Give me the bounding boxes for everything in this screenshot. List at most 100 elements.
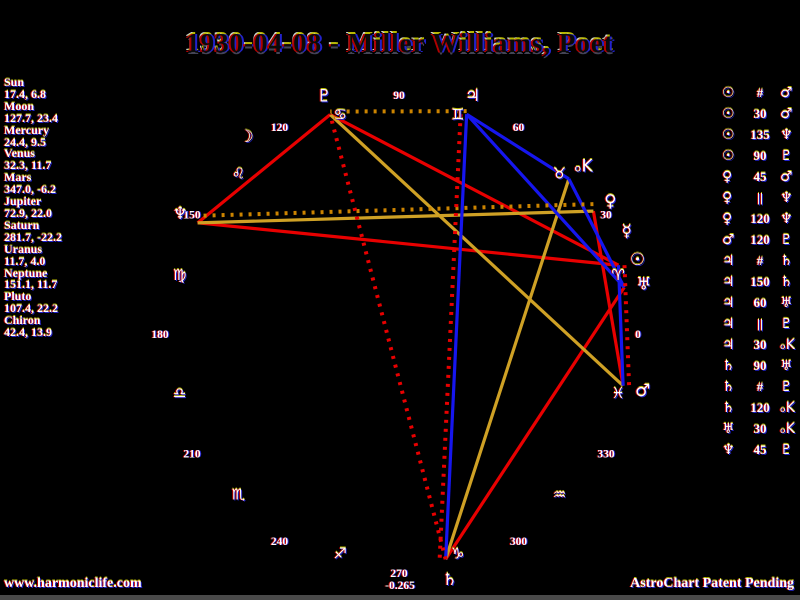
uranus-icon: ♅ bbox=[780, 294, 793, 311]
aspect-line-saturn-uranus bbox=[444, 286, 626, 561]
degree-label-270: 270 bbox=[390, 568, 408, 580]
aspect-line-uranus-chiron bbox=[567, 178, 626, 289]
degree-label-120: 120 bbox=[271, 122, 289, 134]
jupiter-icon: ♃ bbox=[722, 294, 735, 311]
aspect-value: 60 bbox=[753, 294, 767, 310]
planet-coords: 24.4, 9.5 bbox=[4, 134, 46, 149]
aspect-row: ☉ 135 ♆ bbox=[722, 124, 800, 145]
planet-coords: 107.4, 22.2 bbox=[4, 301, 58, 316]
jupiter-icon: ♃ bbox=[722, 252, 735, 269]
aspect-row: ♄ # ♇ bbox=[722, 376, 800, 397]
degree-label-210: 210 bbox=[183, 449, 201, 461]
aspect-line-saturn-pluto-declination bbox=[328, 114, 448, 560]
neptune-icon: ♆ bbox=[780, 210, 793, 227]
neptune-icon: ♆ bbox=[780, 189, 793, 206]
venus-icon: ♀ bbox=[722, 210, 733, 227]
aspect-row: ♃ 30 ₒK bbox=[722, 334, 800, 355]
aspect-row: ♀ 120 ♆ bbox=[722, 208, 800, 229]
planet-name: Uranus bbox=[4, 241, 43, 256]
pluto-icon: ♇ bbox=[780, 231, 793, 248]
sign-sagittarius-icon: ♐ bbox=[334, 544, 347, 562]
saturn-icon: ♄ bbox=[780, 273, 793, 290]
sign-libra-icon: ♎ bbox=[173, 384, 186, 402]
aspect-line-sun-mars bbox=[616, 265, 625, 386]
aspect-row: ♄ 120 ₒK bbox=[722, 397, 800, 418]
aspect-line-neptune-sun bbox=[197, 221, 619, 267]
aspect-line-sun-mars-declination bbox=[622, 265, 632, 386]
sun-icon: ☉ bbox=[722, 105, 735, 122]
venus-icon: ♀ bbox=[722, 168, 733, 185]
pluto-icon: ♇ bbox=[780, 315, 793, 332]
planet-name: Mars bbox=[4, 170, 32, 185]
degree-label-240: 240 bbox=[271, 536, 289, 548]
planet-coords: 17.4, 6.8 bbox=[4, 86, 46, 101]
planet-venus-icon: ♀ bbox=[604, 191, 616, 211]
jupiter-icon: ♃ bbox=[722, 273, 735, 290]
planet-name: Saturn bbox=[4, 217, 40, 232]
planet-name: Pluto bbox=[4, 289, 32, 304]
mars-icon: ♂ bbox=[780, 105, 793, 122]
degree-label-330: 330 bbox=[597, 449, 615, 461]
saturn-icon: ♄ bbox=[722, 357, 735, 374]
aspect-row: ☉ # ♂ bbox=[722, 82, 800, 103]
planet-saturn-icon: ♄ bbox=[442, 570, 457, 590]
saturn-icon: ♄ bbox=[722, 399, 735, 416]
planet-coords: 281.7, -22.2 bbox=[4, 229, 62, 244]
saturn-icon: ♄ bbox=[722, 378, 735, 395]
planet-name: Sun bbox=[4, 75, 25, 89]
planet-coords: 347.0, -6.2 bbox=[4, 182, 56, 197]
aspect-row: ♃ # ♄ bbox=[722, 250, 800, 271]
planet-mars-icon: ♂ bbox=[635, 381, 650, 401]
aspect-row: ♃ 150 ♄ bbox=[722, 271, 800, 292]
mars-icon: ♂ bbox=[722, 231, 735, 248]
sign-scorpio-icon: ♏ bbox=[232, 486, 246, 504]
planet-coords: 11.7, 4.0 bbox=[4, 253, 46, 268]
aspect-row: ♄ 90 ♅ bbox=[722, 355, 800, 376]
planet-mercury-icon: ☿ bbox=[621, 222, 631, 242]
sign-aries-icon: ♈ bbox=[612, 266, 625, 284]
neptune-icon: ♆ bbox=[722, 441, 735, 458]
aspect-line-neptune-pluto bbox=[196, 113, 332, 225]
aspect-line-venus-neptune-declination bbox=[197, 202, 594, 218]
chiron-icon: ₒK bbox=[780, 420, 795, 437]
aspect-value: 135 bbox=[750, 126, 770, 142]
sign-cancer-icon: ♋ bbox=[334, 106, 347, 124]
aspect-row: ♃ || ♇ bbox=[722, 313, 800, 334]
pluto-icon: ♇ bbox=[780, 378, 793, 395]
planet-sun-icon: ☉ bbox=[630, 250, 645, 270]
degree-label-60: 60 bbox=[513, 122, 525, 134]
annotation-value: -0.265 bbox=[385, 580, 415, 592]
sun-icon: ☉ bbox=[722, 147, 735, 164]
aspect-row: ☉ 30 ♂ bbox=[722, 103, 800, 124]
aspect-value: 120 bbox=[750, 210, 770, 226]
watermark-patent: AstroChart Patent Pending bbox=[630, 576, 794, 591]
aspect-row: ♆ 45 ♇ bbox=[722, 439, 800, 460]
sun-icon: ☉ bbox=[722, 126, 735, 143]
planet-position-list: Sun 17.4, 6.8 Moon 127.7, 23.4 Mercury 24.4, … bbox=[4, 75, 62, 340]
planet-name: Venus bbox=[4, 146, 35, 161]
aspect-line-jupiter-saturn-declination bbox=[437, 114, 463, 560]
aspect-row: ☉ 90 ♇ bbox=[722, 145, 800, 166]
planet-coords: 42.4, 13.9 bbox=[4, 325, 52, 340]
sign-virgo-icon: ♍ bbox=[173, 266, 186, 284]
aspect-line-jupiter-saturn bbox=[444, 114, 469, 560]
uranus-icon: ♅ bbox=[722, 420, 735, 437]
sign-taurus-icon: ♉ bbox=[553, 164, 566, 182]
aspect-row: ♀ 45 ♂ bbox=[722, 166, 800, 187]
aspect-value: 90 bbox=[753, 147, 767, 163]
aspect-value: 30 bbox=[753, 105, 767, 121]
planet-neptune-icon: ♆ bbox=[173, 204, 188, 224]
watermark-website: www.harmoniclife.com bbox=[4, 576, 142, 591]
degree-label-150: 150 bbox=[183, 210, 201, 222]
planet-chiron-icon: ₒK bbox=[575, 156, 594, 176]
neptune-icon: ♆ bbox=[780, 126, 793, 143]
pluto-icon: ♇ bbox=[780, 441, 793, 458]
chiron-icon: ₒK bbox=[780, 336, 795, 353]
aspect-line-jupiter-chiron bbox=[465, 112, 570, 181]
aspect-value: 120 bbox=[750, 399, 770, 415]
aspect-value: 30 bbox=[753, 420, 767, 436]
planet-moon-icon: ☽ bbox=[238, 127, 253, 147]
aspect-value: 30 bbox=[753, 336, 767, 352]
